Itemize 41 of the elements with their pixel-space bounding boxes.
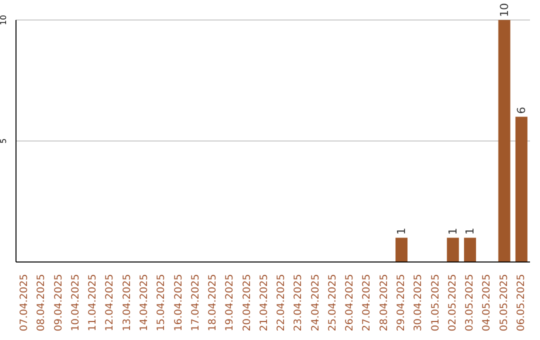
x-tick-label: 14.04.2025 (139, 274, 150, 332)
data-label: 1 (464, 228, 477, 235)
x-tick-label: 30.04.2025 (413, 274, 424, 332)
data-label: 10 (498, 3, 511, 17)
y-tick-label: 5 (0, 138, 8, 144)
x-tick-label: 09.04.2025 (53, 274, 64, 332)
x-tick-label: 08.04.2025 (36, 274, 48, 332)
x-tick-label: 25.04.2025 (327, 274, 338, 332)
data-label: 1 (395, 228, 408, 235)
x-tick-label: 15.04.2025 (156, 274, 168, 332)
bar (515, 116, 528, 262)
bar (464, 238, 476, 262)
x-tick-label: 24.04.2025 (310, 274, 322, 332)
x-tick-label: 29.04.2025 (396, 274, 407, 332)
x-tick-label: 10.04.2025 (70, 274, 82, 332)
data-label: 6 (514, 106, 528, 114)
x-tick-label: 05.05.2025 (498, 274, 510, 332)
bar (498, 20, 510, 262)
x-tick-label: 21.04.2025 (258, 274, 270, 332)
x-tick-label: 02.05.2025 (447, 274, 458, 332)
bar (396, 238, 408, 262)
x-tick-label: 17.04.2025 (190, 274, 202, 332)
x-tick-label: 11.04.2025 (88, 274, 99, 332)
x-tick-label: 01.05.2025 (430, 274, 442, 332)
x-tick-label: 27.04.2025 (362, 274, 373, 332)
x-tick-label: 13.04.2025 (122, 274, 133, 332)
data-label: 1 (446, 228, 460, 235)
x-tick-label: 16.04.2025 (173, 274, 184, 332)
x-tick-label: 23.04.2025 (293, 274, 304, 332)
x-tick-label: 19.04.2025 (224, 274, 236, 332)
x-tick-label: 18.04.2025 (208, 274, 219, 332)
x-tick-label: 28.04.2025 (378, 274, 390, 332)
x-tick-label: 22.04.2025 (276, 274, 288, 332)
x-tick-label: 20.04.2025 (242, 274, 253, 332)
x-tick-label: 26.04.2025 (344, 274, 356, 332)
bar (446, 238, 459, 262)
x-tick-label: 07.04.2025 (19, 274, 30, 332)
x-tick-label: 03.05.2025 (464, 274, 476, 332)
x-tick-label: 12.04.2025 (104, 274, 116, 332)
x-tick-label: 06.05.2025 (516, 274, 527, 332)
x-tick-label: 04.05.2025 (482, 274, 493, 332)
